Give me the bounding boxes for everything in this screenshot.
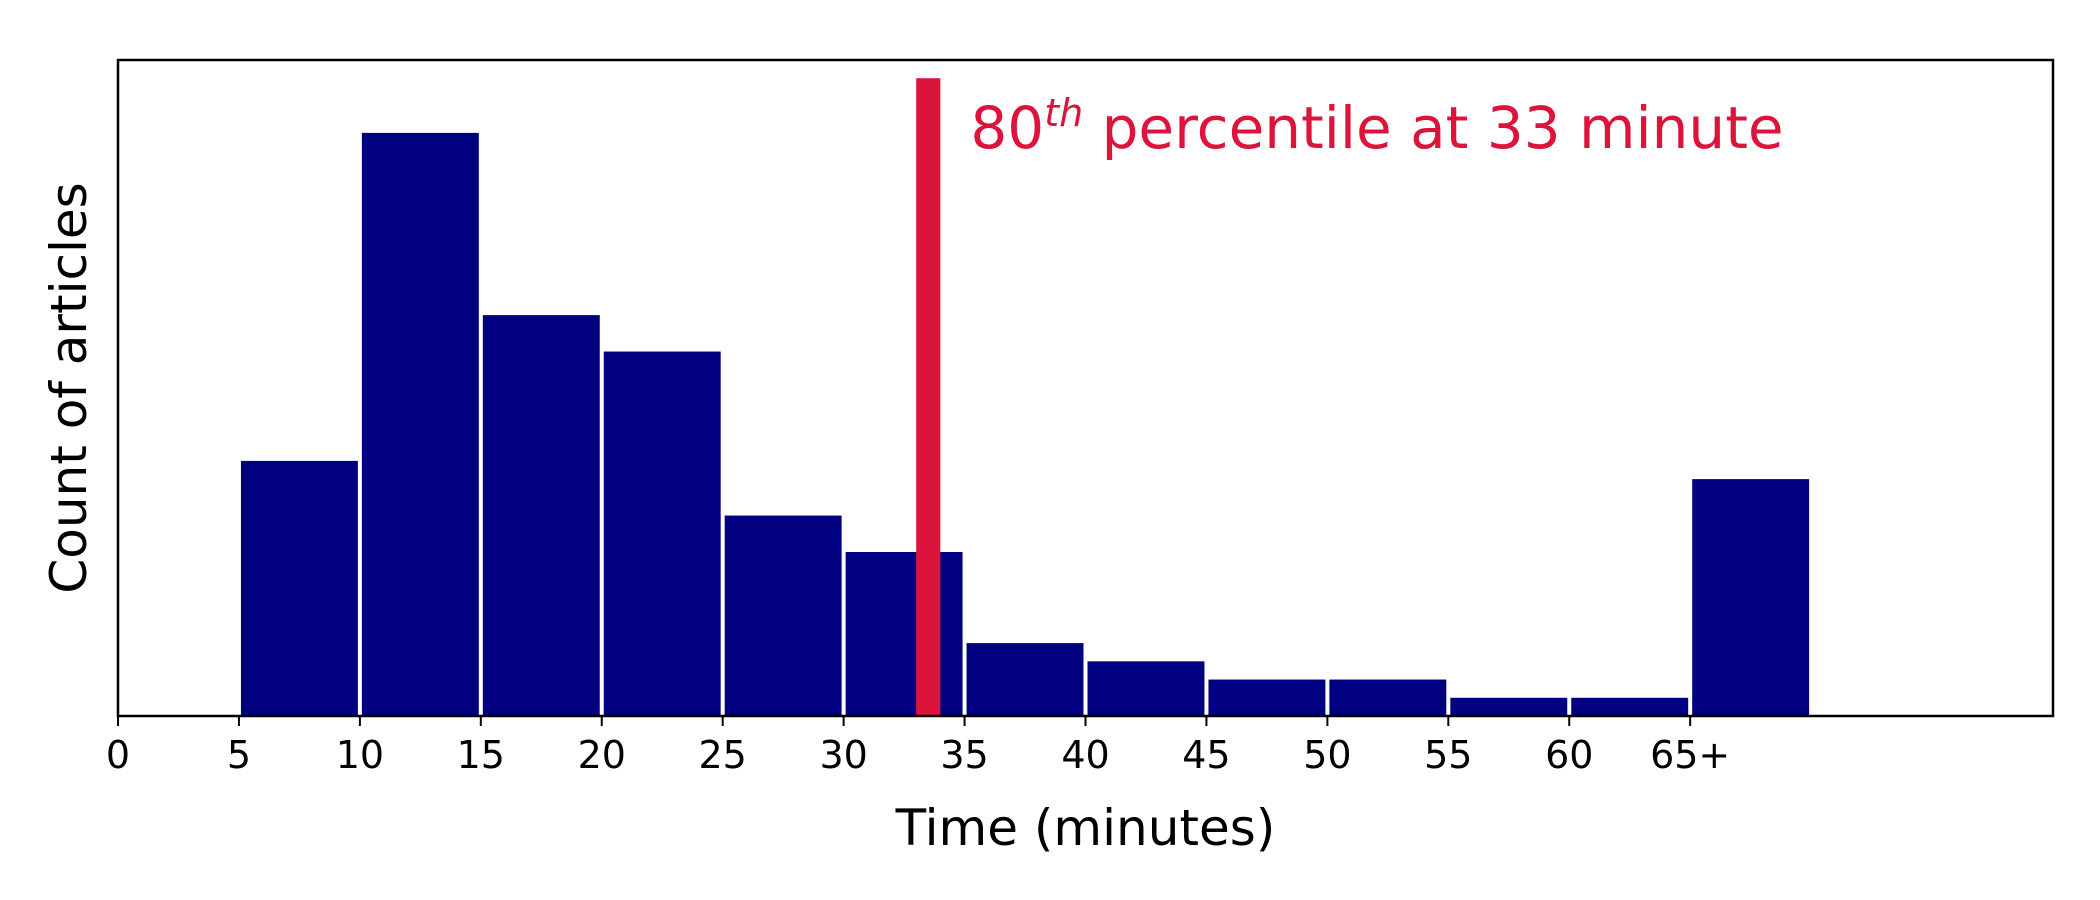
x-tick-label: 30 <box>819 733 867 777</box>
x-tick-label: 20 <box>578 733 626 777</box>
percentile-marker-bar <box>916 78 941 716</box>
histogram-bar <box>240 460 358 716</box>
histogram-bar <box>1571 697 1689 716</box>
x-tick-label: 65+ <box>1650 733 1730 777</box>
x-tick-label: 10 <box>336 733 384 777</box>
x-tick-label: 15 <box>457 733 505 777</box>
histogram-bar <box>724 515 842 716</box>
histogram-bar <box>845 552 963 716</box>
annotation-superscript: th <box>1044 91 1083 135</box>
x-tick-label: 0 <box>106 733 130 777</box>
x-tick-label: 50 <box>1303 733 1351 777</box>
histogram-bar <box>482 315 600 716</box>
histogram-bar <box>1692 479 1810 716</box>
x-tick-label: 25 <box>699 733 747 777</box>
x-tick-label: 5 <box>227 733 251 777</box>
annotation-suffix: percentile at 33 minute <box>1083 94 1783 162</box>
bars-layer <box>240 132 1810 716</box>
histogram-bar <box>966 643 1084 716</box>
x-tick-label: 55 <box>1424 733 1472 777</box>
x-ticks-layer: 0 5 10 15 20 25 30 35 40 45 50 55 60 65+ <box>106 716 1730 777</box>
histogram-bar <box>1329 679 1447 716</box>
x-tick-label: 35 <box>940 733 988 777</box>
x-tick-label: 40 <box>1061 733 1109 777</box>
histogram-bar <box>1208 679 1326 716</box>
x-tick-label: 45 <box>1182 733 1230 777</box>
y-axis-label: Count of articles <box>40 182 98 593</box>
histogram-bar <box>1087 661 1205 716</box>
x-axis-label: Time (minutes) <box>895 799 1276 857</box>
histogram-bar <box>361 132 479 716</box>
histogram-bar <box>603 351 721 716</box>
histogram-bar <box>1450 697 1568 716</box>
x-tick-label: 60 <box>1545 733 1593 777</box>
percentile-annotation: 80th percentile at 33 minute <box>970 91 1783 162</box>
annotation-prefix: 80 <box>970 94 1044 162</box>
